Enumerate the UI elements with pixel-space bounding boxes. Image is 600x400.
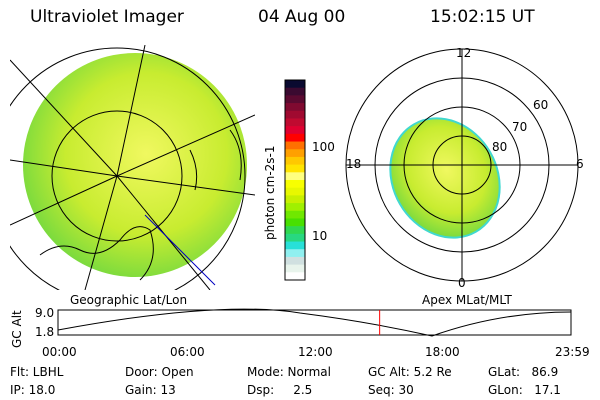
alt-xtick: 00:00 bbox=[42, 345, 77, 359]
colorbar-band bbox=[285, 203, 305, 212]
coastline bbox=[39, 129, 242, 281]
alt-xtick: 23:59 bbox=[555, 345, 590, 359]
colorbar-band bbox=[285, 172, 305, 181]
polar-plot bbox=[345, 48, 579, 282]
status-dsp: Dsp: 2.5 bbox=[247, 383, 313, 397]
alt-ylabel: GC Alt bbox=[10, 310, 24, 348]
colorbar-band bbox=[285, 241, 305, 250]
colorbar-label: photon cm-2s-1 bbox=[263, 145, 277, 241]
date-label: 04 Aug 00 bbox=[258, 7, 346, 27]
mlt-label-18: 18 bbox=[346, 157, 362, 171]
colorbar-band bbox=[285, 149, 305, 158]
colorbar-band bbox=[285, 249, 305, 258]
status-glat: GLat: 86.9 bbox=[488, 365, 559, 379]
app-title: Ultraviolet Imager bbox=[30, 7, 184, 27]
colorbar-band bbox=[285, 118, 305, 127]
lat-circle bbox=[51, 110, 183, 242]
colorbar-band bbox=[285, 272, 305, 281]
colorbar-band bbox=[285, 156, 305, 166]
alt-ytick: 9.0 bbox=[35, 306, 55, 320]
map-label: Geographic Lat/Lon bbox=[70, 293, 188, 307]
colorbar-band bbox=[285, 126, 305, 135]
colorbar-band bbox=[285, 87, 305, 96]
colorbar-tick: 100 bbox=[312, 140, 335, 154]
status-door: Door: Open bbox=[125, 365, 194, 379]
colorbar-band bbox=[285, 95, 305, 104]
terminator-line bbox=[144, 214, 216, 286]
status-glon: GLon: 17.1 bbox=[488, 383, 561, 397]
status-gain: Gain: 13 bbox=[125, 383, 176, 397]
lat-label-80: 80 bbox=[492, 140, 508, 154]
alt-xtick: 12:00 bbox=[298, 345, 333, 359]
lat-label-60: 60 bbox=[533, 98, 549, 112]
status-ip: IP: 18.0 bbox=[10, 383, 56, 397]
colorbar-band bbox=[285, 164, 305, 173]
alt-xtick: 06:00 bbox=[170, 345, 205, 359]
alt-ytick: 1.8 bbox=[35, 325, 55, 339]
colorbar-band bbox=[285, 218, 305, 227]
colorbar-band bbox=[285, 187, 305, 196]
colorbar-band bbox=[285, 226, 305, 235]
time-label: 15:02:15 UT bbox=[430, 7, 535, 27]
colorbar-band bbox=[285, 141, 305, 150]
lat-label-70: 70 bbox=[512, 120, 528, 134]
mlt-label-12: 12 bbox=[456, 46, 472, 60]
altitude-plot bbox=[57, 308, 572, 337]
colorbar-band bbox=[285, 110, 305, 119]
status-filter: Flt: LBHL bbox=[10, 365, 64, 379]
colorbar bbox=[285, 80, 305, 281]
auroral-oval bbox=[389, 117, 501, 239]
geographic-map bbox=[10, 45, 255, 290]
colorbar-band bbox=[285, 256, 305, 266]
colorbar-band bbox=[285, 195, 305, 204]
colorbar-tick: 10 bbox=[312, 229, 328, 243]
lat-circle bbox=[10, 47, 246, 290]
colorbar-band bbox=[285, 180, 305, 189]
mlt-label-6: 6 bbox=[576, 157, 584, 171]
alt-xtick: 18:00 bbox=[425, 345, 460, 359]
colorbar-band bbox=[285, 264, 305, 273]
aurora-image-geo bbox=[23, 53, 247, 277]
colorbar-band bbox=[285, 233, 305, 243]
colorbar-band bbox=[285, 210, 305, 219]
status-mode: Mode: Normal bbox=[247, 365, 331, 379]
mlt-label-0: 0 bbox=[458, 276, 466, 290]
status-seq: Seq: 30 bbox=[368, 383, 414, 397]
colorbar-band bbox=[285, 80, 305, 89]
polar-label: Apex MLat/MLT bbox=[422, 293, 512, 307]
colorbar-band bbox=[285, 103, 305, 112]
colorbar-band bbox=[285, 133, 305, 143]
status-gc-alt: GC Alt: 5.2 Re bbox=[368, 365, 452, 379]
